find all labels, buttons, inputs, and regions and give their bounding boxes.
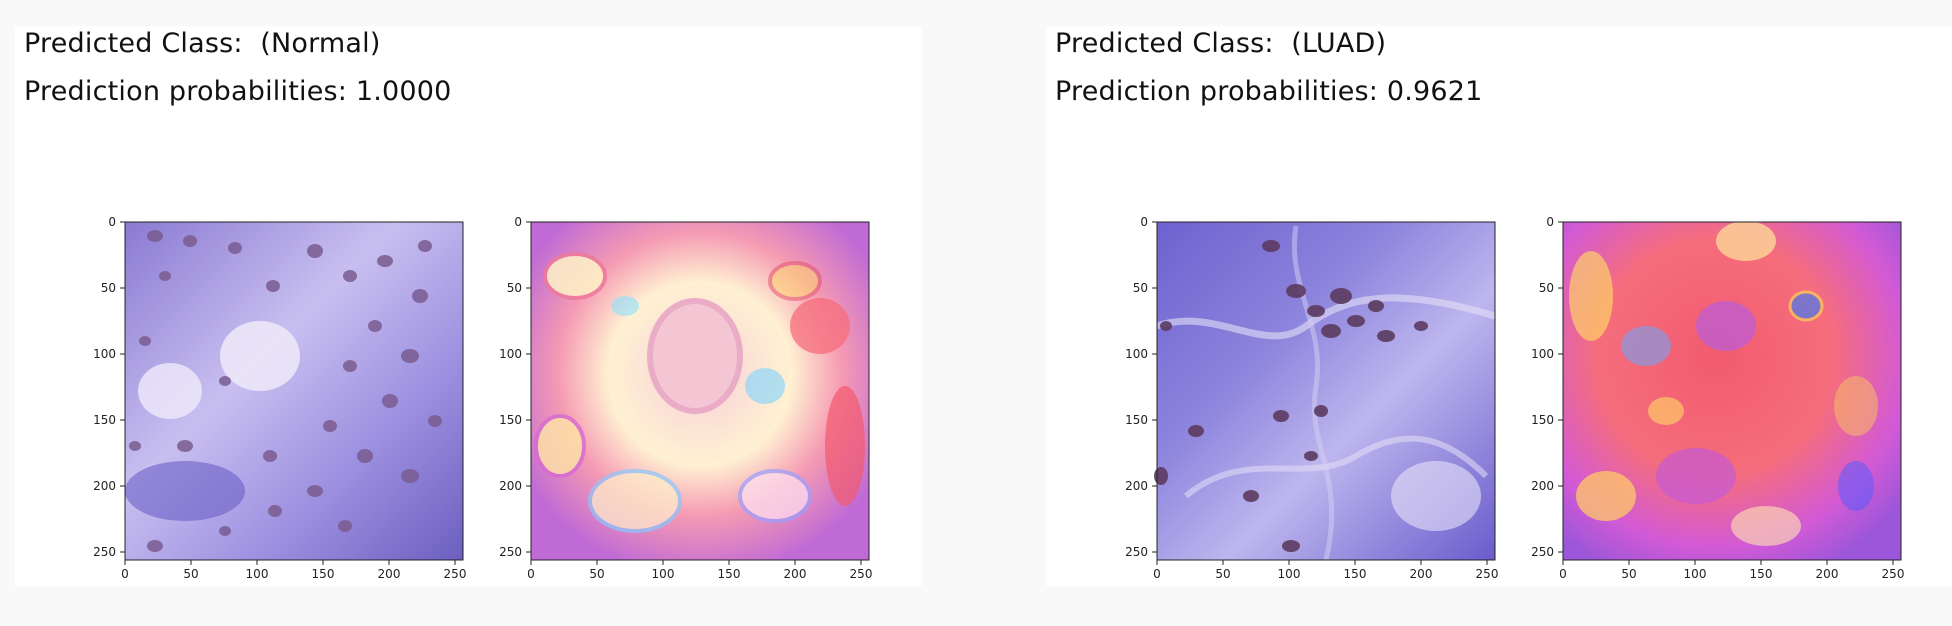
- prediction-probability-luad: Prediction probabilities: 0.9621: [1055, 76, 1483, 107]
- y-tick: 100: [499, 347, 522, 361]
- y-tick: 0: [1546, 215, 1554, 229]
- x-tick: 150: [1750, 567, 1773, 581]
- y-tick: 250: [499, 545, 522, 559]
- x-tick: 0: [527, 567, 535, 581]
- x-tick: 200: [784, 567, 807, 581]
- left-panel: Predicted Class: (Normal) Prediction pro…: [15, 26, 922, 586]
- y-tick: 100: [93, 347, 116, 361]
- axis-ticks-left-1: 0 50 100 150 200 250 0 50 100 150 200 25…: [93, 215, 466, 581]
- x-tick: 150: [312, 567, 335, 581]
- axis-ticks-left-2: 0 50 100 150 200 250 0 50 100 150 200 25…: [499, 215, 872, 581]
- x-tick: 0: [1153, 567, 1161, 581]
- x-tick: 200: [378, 567, 401, 581]
- y-tick: 250: [1531, 545, 1554, 559]
- x-tick: 250: [850, 567, 873, 581]
- y-tick: 150: [1125, 413, 1148, 427]
- axis-ticks-right-2: 0 50 100 150 200 250 0 50 100 150 200 25…: [1531, 215, 1904, 581]
- x-tick: 250: [1882, 567, 1905, 581]
- y-tick: 100: [1125, 347, 1148, 361]
- x-tick: 0: [121, 567, 129, 581]
- saliency-heatmap-normal: [530, 221, 870, 561]
- y-tick: 50: [507, 281, 522, 295]
- x-tick: 50: [183, 567, 198, 581]
- x-tick: 200: [1816, 567, 1839, 581]
- x-tick: 150: [1344, 567, 1367, 581]
- histology-image-normal: [124, 221, 464, 561]
- y-tick: 0: [108, 215, 116, 229]
- y-tick: 50: [1133, 281, 1148, 295]
- y-tick: 250: [93, 545, 116, 559]
- y-tick: 250: [1125, 545, 1148, 559]
- axis-ticks-right-1: 0 50 100 150 200 250 0 50 100 150 200 25…: [1125, 215, 1498, 581]
- right-panel: Predicted Class: (LUAD) Prediction proba…: [1046, 26, 1952, 586]
- y-tick: 0: [1140, 215, 1148, 229]
- x-tick: 100: [1278, 567, 1301, 581]
- figure-left: 0 50 100 150 200 250 0 50 100 150 200 25…: [93, 215, 872, 581]
- x-tick: 0: [1559, 567, 1567, 581]
- x-tick: 50: [1215, 567, 1230, 581]
- histology-image-luad: [1154, 221, 1497, 561]
- predicted-class-luad: Predicted Class: (LUAD): [1055, 28, 1387, 59]
- y-tick: 50: [1539, 281, 1554, 295]
- x-tick: 100: [1684, 567, 1707, 581]
- y-tick: 200: [93, 479, 116, 493]
- x-tick: 250: [444, 567, 467, 581]
- x-tick: 150: [718, 567, 741, 581]
- x-tick: 100: [246, 567, 269, 581]
- y-tick: 200: [1125, 479, 1148, 493]
- x-tick: 200: [1410, 567, 1433, 581]
- y-tick: 150: [1531, 413, 1554, 427]
- y-tick: 150: [499, 413, 522, 427]
- saliency-heatmap-luad: [1562, 221, 1902, 561]
- y-tick: 0: [514, 215, 522, 229]
- y-tick: 50: [101, 281, 116, 295]
- y-tick: 200: [499, 479, 522, 493]
- y-tick: 150: [93, 413, 116, 427]
- prediction-probability-normal: Prediction probabilities: 1.0000: [24, 76, 452, 107]
- x-tick: 50: [1621, 567, 1636, 581]
- figure-right: 0 50 100 150 200 250 0 50 100 150 200 25…: [1125, 215, 1904, 581]
- y-tick: 100: [1531, 347, 1554, 361]
- x-tick: 100: [652, 567, 675, 581]
- y-tick: 200: [1531, 479, 1554, 493]
- predicted-class-normal: Predicted Class: (Normal): [24, 28, 381, 59]
- x-tick: 50: [589, 567, 604, 581]
- x-tick: 250: [1476, 567, 1499, 581]
